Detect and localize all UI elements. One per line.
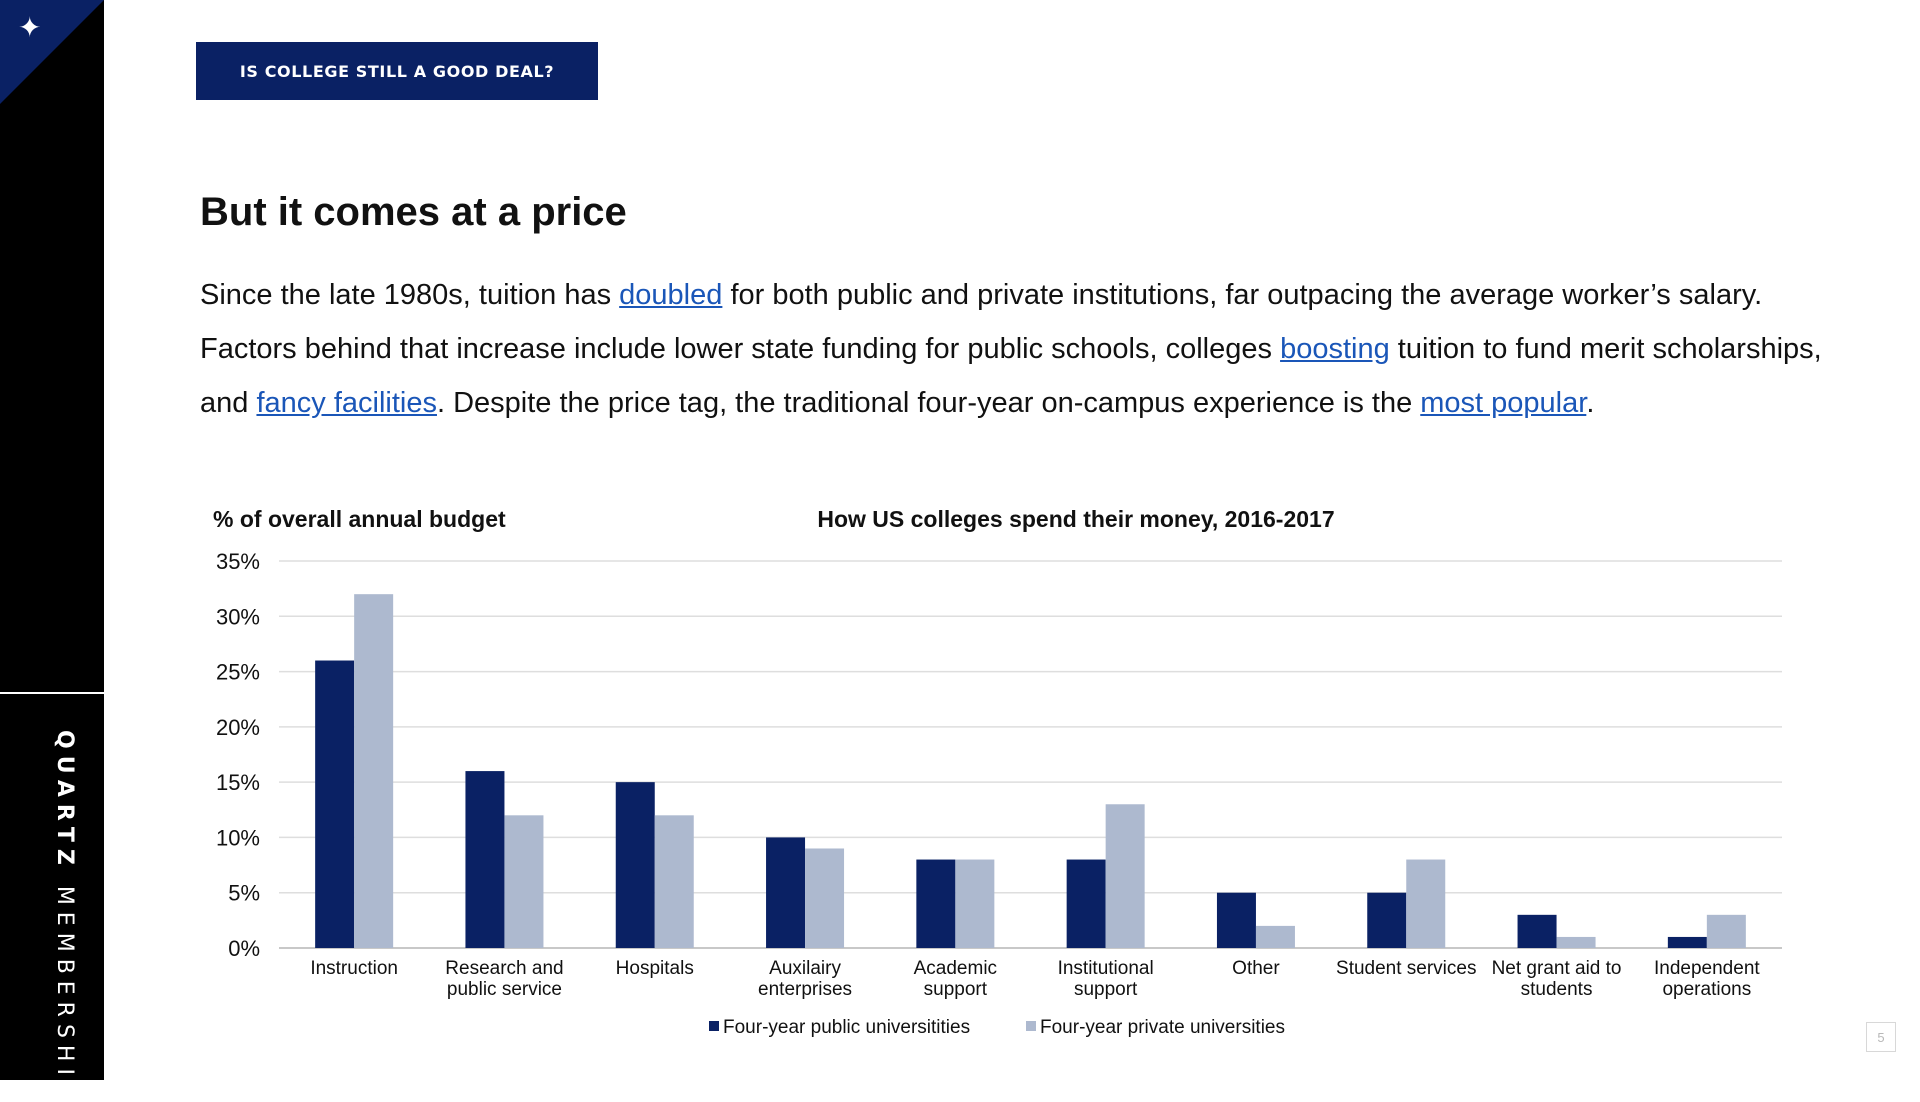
bar	[1255, 925, 1295, 948]
bar	[615, 782, 655, 948]
sidebar: ✦ QUARTZ MEMBERSHIP	[0, 0, 104, 1102]
bar	[1517, 914, 1557, 948]
doubled-link[interactable]: doubled	[619, 279, 723, 311]
chart-bars	[315, 594, 1746, 948]
bar	[766, 837, 806, 948]
brand-logo: QUARTZ MEMBERSHIP	[52, 730, 77, 1102]
y-tick-label: 0%	[228, 936, 260, 961]
x-tick-label: Research and	[445, 958, 563, 979]
body-paragraph: Since the late 1980s, tuition has double…	[200, 268, 1850, 430]
section-tag: IS COLLEGE STILL A GOOD DEAL?	[196, 42, 598, 100]
bar	[805, 848, 845, 948]
x-tick-label: public service	[447, 979, 562, 1000]
y-tick-label: 15%	[216, 770, 260, 795]
bar	[1667, 936, 1707, 948]
page-number: 5	[1866, 1022, 1896, 1052]
most-popular-link[interactable]: most popular	[1420, 387, 1587, 419]
x-tick-label: Instruction	[310, 958, 398, 979]
x-tick-label: Independent	[1654, 958, 1760, 979]
chart-legend: Four-year public universitities Four-year…	[709, 1017, 1285, 1038]
body-text-3: tuition to fund merit scholarships, and	[200, 333, 1822, 419]
chart-title: How US colleges spend their money, 2016-…	[817, 506, 1334, 532]
bar	[1367, 892, 1407, 948]
x-tick-label: Academic	[914, 958, 997, 979]
y-tick-label: 10%	[216, 825, 260, 850]
x-tick-label: students	[1521, 979, 1593, 1000]
y-tick-label: 25%	[216, 660, 260, 685]
x-tick-label: Auxilairy	[769, 958, 841, 979]
bar	[315, 660, 355, 948]
legend-swatch	[1026, 1021, 1036, 1031]
x-tick-label: Institutional	[1058, 958, 1154, 979]
bar	[1216, 892, 1256, 948]
chart-ylabel: % of overall annual budget	[213, 506, 506, 532]
page-title: But it comes at a price	[200, 190, 627, 234]
bar	[916, 859, 956, 948]
bar	[654, 815, 694, 948]
body-text-2: for both public and private institutions…	[200, 279, 1763, 365]
y-tick-label: 20%	[216, 715, 260, 740]
body-text-1: Since the late 1980s, tuition has	[200, 279, 620, 311]
y-axis-ticks: 0% 5% 10% 15% 20% 25% 30% 35%	[216, 549, 260, 961]
star-icon: ✦	[18, 11, 42, 44]
corner-accent	[0, 0, 104, 104]
bar	[1105, 804, 1145, 948]
legend-label: Four-year private universities	[1040, 1017, 1285, 1038]
x-tick-label: Student services	[1336, 958, 1476, 979]
bar	[354, 594, 394, 948]
brand-name: QUARTZ	[52, 730, 77, 872]
bar	[1556, 936, 1596, 948]
fancy-facilities-link[interactable]: fancy facilities	[256, 387, 437, 419]
bar	[465, 771, 505, 948]
body-text-5: .	[1586, 387, 1595, 419]
bar	[1406, 859, 1446, 948]
boosting-link[interactable]: boosting	[1280, 333, 1390, 365]
x-tick-label: support	[924, 979, 988, 1000]
bar	[1066, 859, 1106, 948]
x-tick-label: enterprises	[758, 979, 852, 1000]
y-tick-label: 35%	[216, 549, 260, 574]
x-tick-label: Net grant aid to	[1492, 958, 1622, 979]
brand-suffix: MEMBERSHIP	[52, 885, 77, 1102]
sidebar-divider	[0, 692, 104, 694]
y-tick-label: 5%	[228, 881, 260, 906]
x-tick-label: Other	[1232, 958, 1280, 979]
bar	[955, 859, 995, 948]
legend-swatch	[709, 1021, 719, 1031]
y-tick-label: 30%	[216, 604, 260, 629]
bar	[1706, 914, 1746, 948]
body-text-4: . Despite the price tag, the traditional…	[436, 387, 1421, 419]
bar	[504, 815, 544, 948]
x-tick-label: Hospitals	[616, 958, 694, 979]
x-tick-label: support	[1074, 979, 1138, 1000]
legend-label: Four-year public universitities	[723, 1017, 970, 1038]
x-tick-label: operations	[1662, 979, 1751, 1000]
